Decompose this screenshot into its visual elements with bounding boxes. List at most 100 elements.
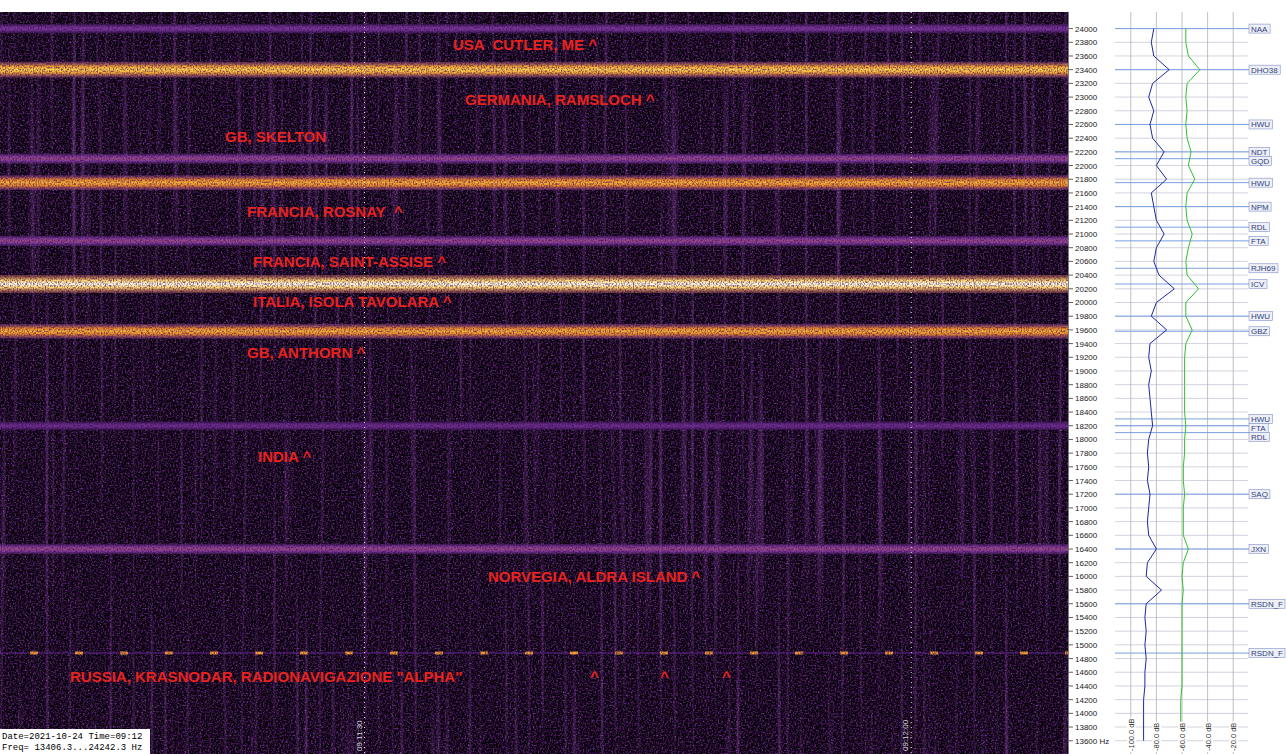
station-marker-box [1249,202,1271,211]
frequency-tick [1068,603,1073,604]
frequency-tick-label: 22800 [1075,107,1098,116]
station-marker-box [1249,280,1267,289]
frequency-grid-line [1115,329,1248,330]
frequency-tick-label: 13800 [1075,723,1098,732]
frequency-tick [1068,685,1073,686]
station-marker-box [1249,178,1272,187]
frequency-tick-label: 23000 [1075,93,1098,102]
frequency-tick [1068,549,1073,550]
frequency-tick-label: 23600 [1075,52,1098,61]
station-marker-label-group: RSDN_F [1249,599,1285,609]
label-patch [1178,722,1187,752]
frequency-tick-label: 21000 [1075,230,1098,239]
frequency-grid-line [1115,549,1248,550]
label-patch [1229,722,1238,752]
spectrum-line [1181,29,1200,741]
frequency-grid-line [1115,713,1248,714]
frequency-tick-label: 19400 [1075,340,1098,349]
station-marker-box [1249,264,1278,273]
station-marker-label: HWU [1251,312,1270,321]
frequency-grid-line [1115,699,1248,700]
frequency-tick [1068,302,1073,303]
label-patch [1152,722,1161,752]
level-tick-label: -100.0 dB [1127,718,1136,751]
axis-panel [1068,0,1286,754]
station-marker-label: RSDN_F [1251,600,1283,609]
frequency-tick [1068,329,1073,330]
frequency-grid-line [1115,453,1248,454]
frequency-tick-label: 20200 [1075,285,1098,294]
station-marker [1115,494,1249,495]
station-marker [1115,240,1249,241]
frequency-grid-line [1115,521,1248,522]
frequency-tick [1068,453,1073,454]
frequency-tick [1068,124,1073,125]
station-marker [1115,425,1249,426]
station-marker [1115,418,1249,419]
station-marker-label-group: NAA [1249,24,1270,34]
station-marker-label: ICV [1251,280,1265,289]
station-marker-box [1249,65,1280,74]
station-marker [1115,432,1249,433]
frequency-tick [1068,343,1073,344]
station-marker-box [1249,312,1272,321]
frequency-tick [1068,138,1073,139]
frequency-tick-label: 20400 [1075,271,1098,280]
frequency-tick [1068,69,1073,70]
station-marker [1115,151,1249,152]
frequency-tick [1068,631,1073,632]
frequency-grid-line [1115,494,1248,495]
frequency-tick-label: 18600 [1075,394,1098,403]
time-tick-label: 09:12:00 [901,719,910,751]
station-marker-label: RDL [1251,433,1268,442]
frequency-tick [1068,316,1073,317]
level-grid-line [1207,12,1208,754]
frequency-tick-label: 19600 [1075,326,1098,335]
time-grid-line [364,12,365,754]
frequency-tick [1068,699,1073,700]
station-marker-label: NDT [1251,148,1268,157]
frequency-tick-label: 16600 [1075,531,1098,540]
frequency-tick-label: 17400 [1075,477,1098,486]
frequency-grid-line [1115,261,1248,262]
frequency-tick-label: 18400 [1075,408,1098,417]
frequency-tick [1068,713,1073,714]
level-tick-label: -60.0 dB [1178,723,1187,751]
level-tick-label: -80.0 dB [1152,723,1161,751]
station-marker-label: RDL [1251,223,1268,232]
level-tick-group: -60.0 dB [1178,722,1187,752]
frequency-grid-line [1115,97,1248,98]
frequency-tick [1068,192,1073,193]
station-marker-label: RJH69 [1251,264,1276,273]
frequency-tick-label: 16400 [1075,545,1098,554]
station-marker-label-group: NPM [1249,202,1271,212]
frequency-tick [1068,412,1073,413]
frequency-grid-line [1115,302,1248,303]
frequency-tick [1068,507,1073,508]
frequency-tick-label: 19200 [1075,353,1098,362]
frequency-grid-line [1115,343,1248,344]
level-tick-group: -20.0 dB [1229,722,1238,752]
frequency-tick-label: 22200 [1075,148,1098,157]
station-marker-label-group: RDL [1249,432,1270,442]
frequency-tick-label: 23400 [1075,66,1098,75]
station-marker-label-group: RDL [1249,223,1270,233]
frequency-grid-line [1115,110,1248,111]
frequency-tick [1068,576,1073,577]
station-marker-label-group: FTA [1249,423,1268,433]
frequency-tick-label: 21400 [1075,203,1098,212]
station-marker [1115,268,1249,269]
frequency-tick-label: 22400 [1075,134,1098,143]
frequency-tick [1068,617,1073,618]
frequency-tick-label: 17800 [1075,449,1098,458]
station-marker-label: DHO38 [1251,66,1278,75]
frequency-tick [1068,384,1073,385]
station-marker-box [1249,24,1270,33]
station-marker [1115,182,1249,183]
station-marker-label-group: DHO38 [1249,65,1280,75]
station-marker [1115,316,1249,317]
frequency-tick-label: 15000 [1075,641,1098,650]
station-annotation: GB, ANTHORN ^ [247,344,365,361]
station-marker-label: HWU [1251,179,1270,188]
station-marker-box [1249,414,1272,423]
